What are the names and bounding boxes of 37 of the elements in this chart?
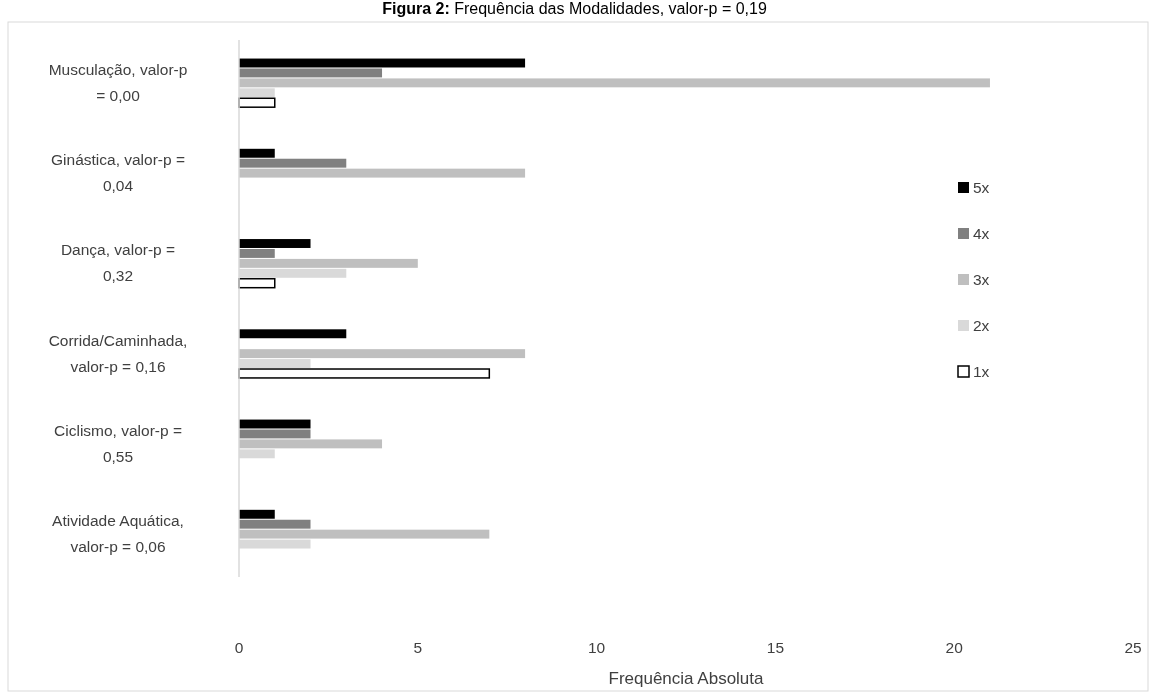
- bar: [239, 509, 275, 519]
- legend-label: 5x: [973, 179, 990, 196]
- x-tick-label: 10: [587, 639, 606, 656]
- bar: [239, 168, 526, 178]
- bar: [239, 68, 383, 78]
- bar: [239, 439, 383, 449]
- legend-label: 1x: [973, 363, 990, 380]
- bar: [239, 349, 526, 359]
- bar: [239, 78, 990, 88]
- x-tick-label: 0: [234, 639, 244, 656]
- bar: [239, 158, 347, 168]
- legend-label: 3x: [973, 271, 990, 288]
- bar: [239, 429, 311, 439]
- bar: [238, 278, 276, 289]
- bar: [239, 529, 490, 539]
- x-tick-label: 25: [1124, 639, 1142, 656]
- bar: [238, 97, 276, 108]
- x-tick-label: 5: [413, 639, 423, 656]
- y-tick-label: Atividade Aquática, valor-p = 0,06: [52, 512, 184, 556]
- y-tick-label: Ginástica, valor-p = 0,04: [51, 151, 185, 195]
- y-tick-label: Dança, valor-p = 0,32: [60, 241, 176, 285]
- bar: [239, 248, 275, 258]
- bar: [239, 148, 275, 158]
- bar: [239, 239, 311, 248]
- x-tick-label: 15: [766, 639, 785, 656]
- y-tick-label: Ciclismo, valor-p = 0,55: [54, 421, 182, 465]
- legend-label: 2x: [973, 317, 990, 334]
- bar: [239, 519, 311, 529]
- chart-title: Figura 2: Frequência das Modalidades, valor-p = 0,19: [382, 0, 767, 17]
- legend-label: 4x: [973, 225, 990, 242]
- bar: [239, 329, 347, 339]
- y-tick-label: Musculação, valor-p = 0,00: [48, 60, 188, 104]
- bar: [239, 258, 418, 268]
- bar: [238, 368, 491, 379]
- x-axis-title: Frequência Absoluta: [608, 669, 765, 688]
- y-tick-label: Corrida/Caminhada, valor-p = 0,16: [48, 331, 188, 375]
- x-tick-label: 20: [945, 639, 964, 656]
